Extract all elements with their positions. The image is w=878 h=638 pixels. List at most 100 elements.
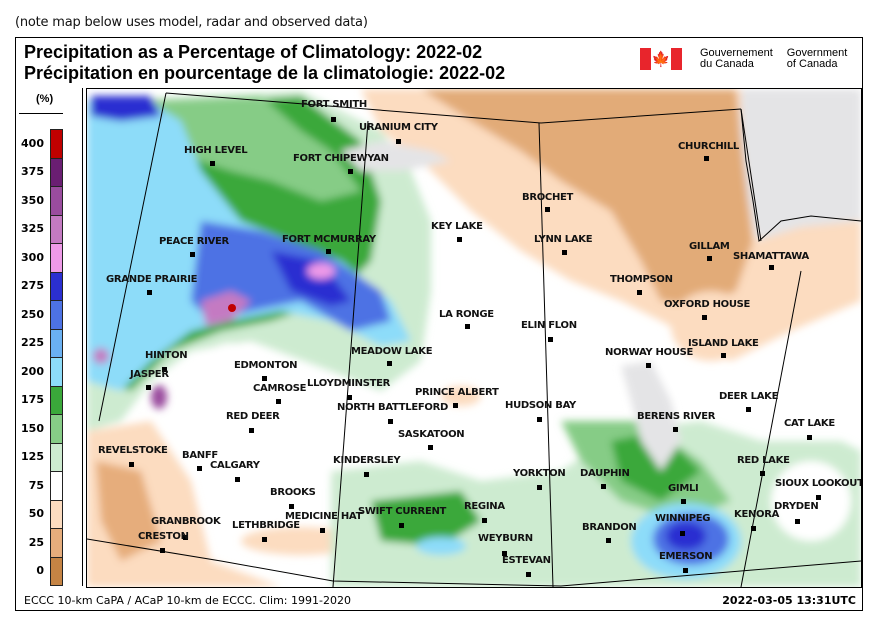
city-label: PEACE RIVER: [159, 236, 229, 247]
city-marker-icon: [146, 385, 151, 390]
city-label: LLOYDMINSTER: [307, 378, 391, 389]
legend-swatch: [50, 157, 63, 187]
legend-swatch: [50, 300, 63, 330]
city-label: BANFF: [182, 450, 218, 461]
city-label: JASPER: [130, 369, 169, 380]
legend-tick-label: 375: [21, 165, 44, 178]
map-title: Precipitation as a Percentage of Climato…: [24, 42, 505, 84]
city-label: SWIFT CURRENT: [358, 506, 447, 517]
city-marker-icon: [683, 568, 688, 573]
city-marker-icon: [387, 361, 392, 366]
precipitation-map[interactable]: FORT SMITH URANIUM CITY CHURCHILL HIGH LEVE…: [86, 88, 862, 588]
city-marker-icon: [331, 117, 336, 122]
city-label: KINDERSLEY: [333, 455, 401, 466]
city-marker-icon: [457, 237, 462, 242]
city-marker-icon: [262, 376, 267, 381]
legend-tick-label: 400: [21, 136, 44, 150]
legend-tick-label: 125: [21, 450, 44, 463]
city-label: YORKTON: [513, 468, 566, 479]
city-marker-icon: [760, 471, 765, 476]
city-label: SHAMATTAWA: [733, 251, 809, 262]
canada-flag-icon: 🍁: [640, 48, 682, 70]
city-label: SIOUX LOOKOUT: [775, 478, 862, 489]
legend-swatch: [50, 328, 63, 358]
legend-tick-label: 225: [21, 336, 44, 349]
city-label: REVELSTOKE: [98, 445, 168, 456]
city-label: PRINCE ALBERT: [415, 387, 499, 398]
legend-tick-label: 50: [28, 507, 44, 520]
legend-swatch: [50, 186, 63, 216]
city-marker-icon: [388, 419, 393, 424]
city-label: HINTON: [145, 350, 188, 361]
city-label: DRYDEN: [774, 501, 819, 512]
legend-swatch: [50, 271, 63, 301]
city-label: CRESTON: [138, 531, 189, 542]
city-marker-icon: [562, 250, 567, 255]
legend-swatch: [50, 442, 63, 472]
legend-swatch: [50, 499, 63, 529]
city-marker-icon: [249, 428, 254, 433]
map-frame: [15, 37, 863, 611]
city-marker-icon: [160, 548, 165, 553]
footer-timestamp: 2022-03-05 13:31UTC: [722, 594, 856, 607]
city-label: HIGH LEVEL: [184, 145, 248, 156]
city-marker-icon: [129, 462, 134, 467]
map-canvas: [87, 89, 861, 587]
city-marker-icon: [262, 537, 267, 542]
city-marker-icon: [347, 395, 352, 400]
city-label: FORT SMITH: [301, 99, 367, 110]
legend-tick-label: 175: [21, 393, 44, 406]
city-label: CAT LAKE: [784, 418, 835, 429]
city-label: GRANBROOK: [151, 516, 221, 527]
city-label: GRANDE PRAIRIE: [106, 274, 198, 285]
city-label: ESTEVAN: [502, 555, 551, 566]
city-marker-icon: [721, 353, 726, 358]
city-marker-icon: [680, 531, 685, 536]
city-marker-icon: [348, 169, 353, 174]
city-label: WINNIPEG: [655, 513, 711, 524]
city-marker-icon: [453, 403, 458, 408]
legend-swatch: [50, 471, 63, 501]
city-marker-icon: [537, 485, 542, 490]
city-label: KENORA: [734, 509, 780, 520]
legend-swatch: [50, 556, 63, 586]
city-marker-icon: [606, 538, 611, 543]
legend-tick-label: 350: [21, 193, 44, 207]
legend-tick-label: 200: [21, 364, 44, 378]
city-label: NORTH BATTLEFORD: [337, 402, 448, 413]
city-marker-icon: [276, 399, 281, 404]
city-label: BROCHET: [522, 192, 574, 203]
city-label: ELIN FLON: [521, 320, 577, 331]
city-marker-icon: [320, 528, 325, 533]
city-label: EMERSON: [659, 551, 713, 562]
city-label: DEER LAKE: [719, 391, 779, 402]
city-label: NORWAY HOUSE: [605, 347, 694, 358]
city-label: ISLAND LAKE: [688, 338, 759, 349]
government-of-canada-logo: 🍁 Gouvernement du Canada Government of Can…: [640, 48, 861, 70]
city-marker-icon: [482, 518, 487, 523]
city-marker-icon: [396, 139, 401, 144]
city-marker-icon: [707, 256, 712, 261]
city-label: MEDICINE HAT: [285, 511, 363, 522]
legend-swatch: [50, 528, 63, 558]
city-marker-icon: [681, 499, 686, 504]
title-english: Precipitation as a Percentage of Climato…: [24, 42, 483, 62]
city-marker-icon: [183, 535, 188, 540]
city-marker-icon: [326, 249, 331, 254]
legend-tick-label: 75: [28, 478, 44, 492]
city-label: BROOKS: [270, 487, 316, 498]
city-marker-icon: [364, 472, 369, 477]
city-marker-icon: [795, 519, 800, 524]
city-label: REGINA: [464, 501, 505, 512]
city-marker-icon: [526, 572, 531, 577]
city-marker-icon: [548, 337, 553, 342]
city-label: SASKATOON: [398, 429, 465, 440]
city-marker-icon: [197, 466, 202, 471]
city-marker-icon: [399, 523, 404, 528]
city-label: BERENS RIVER: [637, 411, 716, 422]
title-french: Précipitation en pourcentage de la clima…: [24, 63, 506, 83]
city-label: OXFORD HOUSE: [664, 299, 751, 310]
city-label: WEYBURN: [478, 533, 533, 544]
city-label: GILLAM: [689, 241, 730, 252]
city-marker-icon: [289, 504, 294, 509]
